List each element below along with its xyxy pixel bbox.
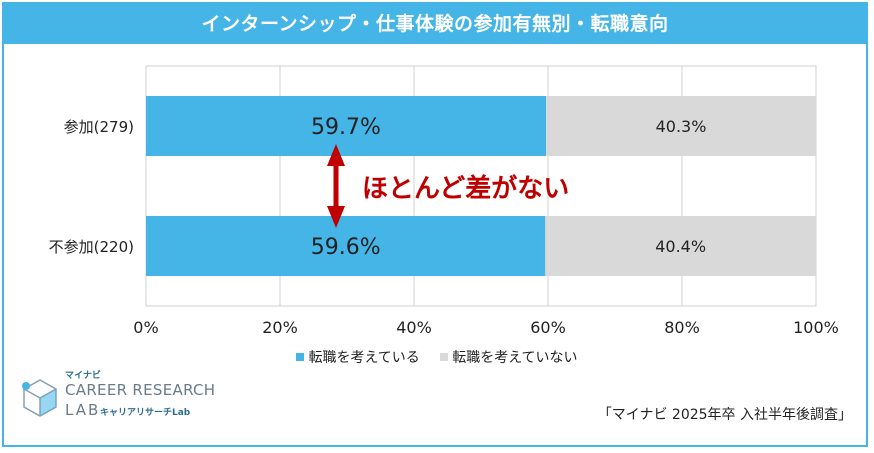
bar-segment <box>545 96 816 156</box>
annotation-text: ほとんど差がない <box>362 173 569 204</box>
legend-label-no: 転職を考えていない <box>452 350 578 366</box>
legend-swatch-yes <box>296 353 305 361</box>
logo-brand-small: マイナビ <box>65 371 101 381</box>
annotation-arrow-head-up <box>327 144 345 166</box>
category-label: 参加(279) <box>64 118 134 136</box>
x-tick-label: 100% <box>793 318 839 337</box>
source-note: 「マイナビ 2025年卒 入社半年後調査」 <box>597 407 852 423</box>
chart-title: インターンシップ・仕事体験の参加有無別・転職意向 <box>4 4 866 44</box>
legend-label-yes: 転職を考えている <box>308 350 420 366</box>
brand-logo: マイナビ CAREER RESEARCH LAB キャリアリサーチLab <box>20 368 220 438</box>
logo-text-line2: LAB <box>65 401 101 419</box>
annotation-arrow-head-down <box>327 206 345 228</box>
x-tick-label: 20% <box>262 318 298 337</box>
chart-legend: 転職を考えている 転職を考えていない <box>0 347 874 367</box>
bar-segment <box>146 216 546 276</box>
data-label: 59.6% <box>311 235 381 260</box>
data-label: 40.4% <box>655 237 706 256</box>
logo-text-sub: キャリアリサーチLab <box>100 408 191 418</box>
x-tick-label: 0% <box>133 318 158 337</box>
x-tick-label: 80% <box>664 318 700 337</box>
x-tick-label: 60% <box>530 318 566 337</box>
legend-item-no: 転職を考えていない <box>440 347 578 367</box>
legend-item-yes: 転職を考えている <box>296 347 420 367</box>
category-label: 不参加(220) <box>49 238 134 256</box>
logo-text-line1: CAREER RESEARCH <box>65 381 216 399</box>
legend-swatch-no <box>440 353 449 361</box>
bar-segment <box>545 216 816 276</box>
bar-segment <box>146 96 546 156</box>
logo-cube-icon <box>22 379 57 417</box>
x-tick-label: 40% <box>396 318 432 337</box>
data-label: 59.7% <box>311 115 381 140</box>
data-label: 40.3% <box>656 117 707 136</box>
